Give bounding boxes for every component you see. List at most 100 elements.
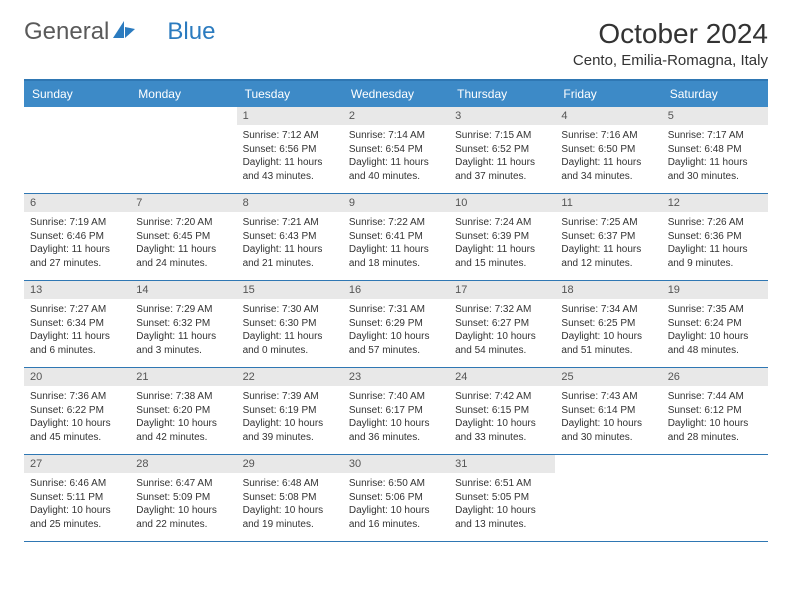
daylight-line: Daylight: 11 hours and 21 minutes. [243, 244, 323, 269]
sunrise-line: Sunrise: 7:42 AM [455, 391, 531, 402]
calendar-row: 6Sunrise: 7:19 AMSunset: 6:46 PMDaylight… [24, 194, 768, 281]
daylight-line: Daylight: 11 hours and 30 minutes. [668, 157, 748, 182]
calendar-cell: 7Sunrise: 7:20 AMSunset: 6:45 PMDaylight… [130, 194, 236, 281]
day-number: 7 [130, 194, 236, 212]
day-details: Sunrise: 7:21 AMSunset: 6:43 PMDaylight:… [237, 212, 343, 280]
sunrise-line: Sunrise: 6:47 AM [136, 478, 212, 489]
calendar-cell: 24Sunrise: 7:42 AMSunset: 6:15 PMDayligh… [449, 368, 555, 455]
calendar-cell: 1Sunrise: 7:12 AMSunset: 6:56 PMDaylight… [237, 107, 343, 194]
sunrise-line: Sunrise: 7:35 AM [668, 304, 744, 315]
calendar-cell: 4Sunrise: 7:16 AMSunset: 6:50 PMDaylight… [555, 107, 661, 194]
day-number: 4 [555, 107, 661, 125]
brand-part2: Blue [167, 18, 215, 46]
title-block: October 2024 Cento, Emilia-Romagna, Ital… [573, 18, 768, 69]
weekday-header: Tuesday [237, 81, 343, 107]
calendar-cell: 27Sunrise: 6:46 AMSunset: 5:11 PMDayligh… [24, 455, 130, 542]
day-details: Sunrise: 7:32 AM Sunset: 6:27 PM Daylight:… [449, 299, 555, 367]
sunset-line: Sunset: 6:39 PM [455, 231, 529, 242]
logo-sail-icon [113, 18, 135, 46]
weekday-header: Saturday [662, 81, 768, 107]
sunset-line: Sunset: 6:27 PM [455, 318, 529, 329]
daylight-line: Daylight: 11 hours and 27 minutes. [30, 244, 110, 269]
daylight-line: Daylight: 11 hours and 43 minutes. [243, 157, 323, 182]
calendar-cell: .. [662, 455, 768, 542]
sunset-line: Sunset: 6:24 PM [668, 318, 742, 329]
calendar-cell: 22Sunrise: 7:39 AMSunset: 6:19 PMDayligh… [237, 368, 343, 455]
day-number: 18 [555, 281, 661, 299]
sunset-line: Sunset: 6:14 PM [561, 405, 635, 416]
sunset-line: Sunset: 6:15 PM [455, 405, 529, 416]
day-details: Sunrise: 7:29 AMSunset: 6:32 PMDaylight:… [130, 299, 236, 367]
calendar-cell: 6Sunrise: 7:19 AMSunset: 6:46 PMDaylight… [24, 194, 130, 281]
calendar-cell: 3Sunrise: 7:15 AMSunset: 6:52 PMDaylight… [449, 107, 555, 194]
day-number: 28 [130, 455, 236, 473]
weekday-header: Monday [130, 81, 236, 107]
sunrise-line: Sunrise: 7:25 AM [561, 217, 637, 228]
weekday-header: Friday [555, 81, 661, 107]
daylight-line: Daylight: 10 hours and 30 minutes. [561, 418, 642, 443]
page-header: General Blue October 2024 Cento, Emilia-… [24, 18, 768, 69]
day-number: 19 [662, 281, 768, 299]
day-number: 31 [449, 455, 555, 473]
calendar-cell: 23Sunrise: 7:40 AMSunset: 6:17 PMDayligh… [343, 368, 449, 455]
daylight-line: Daylight: 10 hours and 13 minutes. [455, 505, 536, 530]
calendar-cell: 17Sunrise: 7:32 AMSunset: 6:27 PMDayligh… [449, 281, 555, 368]
calendar-row: ....1Sunrise: 7:12 AMSunset: 6:56 PMDayl… [24, 107, 768, 194]
day-number: 30 [343, 455, 449, 473]
day-details: Sunrise: 7:30 AMSunset: 6:30 PMDaylight:… [237, 299, 343, 367]
sunset-line: Sunset: 6:52 PM [455, 144, 529, 155]
sunset-line: Sunset: 6:19 PM [243, 405, 317, 416]
sunrise-line: Sunrise: 7:39 AM [243, 391, 319, 402]
day-number: 1 [237, 107, 343, 125]
calendar-cell: 19 Sunrise: 7:35 AM Sunset: 6:24 PM Dayligh… [662, 281, 768, 368]
day-number: 15 [237, 281, 343, 299]
daylight-line: Daylight: 11 hours and 9 minutes. [668, 244, 748, 269]
daylight-line: Daylight: 11 hours and 15 minutes. [455, 244, 535, 269]
day-number: 3 [449, 107, 555, 125]
daylight-line: Daylight: 10 hours and 48 minutes. [668, 331, 749, 356]
daylight-line: Daylight: 11 hours and 34 minutes. [561, 157, 641, 182]
calendar-cell: 18Sunrise: 7:34 AMSunset: 6:25 PMDayligh… [555, 281, 661, 368]
daylight-line: Daylight: 11 hours and 12 minutes. [561, 244, 641, 269]
day-details: Sunrise: 6:46 AMSunset: 5:11 PMDaylight:… [24, 473, 130, 541]
sunrise-line: Sunrise: 7:22 AM [349, 217, 425, 228]
daylight-line: Daylight: 10 hours and 42 minutes. [136, 418, 217, 443]
calendar-cell: .. [130, 107, 236, 194]
calendar-cell: 21Sunrise: 7:38 AMSunset: 6:20 PMDayligh… [130, 368, 236, 455]
daylight-line: Daylight: 10 hours and 16 minutes. [349, 505, 430, 530]
sunrise-line: Sunrise: 7:30 AM [243, 304, 319, 315]
sunset-line: Sunset: 6:37 PM [561, 231, 635, 242]
day-number: 26 [662, 368, 768, 386]
day-details: Sunrise: 7:38 AMSunset: 6:20 PMDaylight:… [130, 386, 236, 454]
daylight-line: Daylight: 11 hours and 37 minutes. [455, 157, 535, 182]
sunset-line: Sunset: 6:36 PM [668, 231, 742, 242]
weekday-header: Wednesday [343, 81, 449, 107]
day-details: Sunrise: 7:20 AMSunset: 6:45 PMDaylight:… [130, 212, 236, 280]
calendar-cell: 26 Sunrise: 7:44 AM Sunset: 6:12 PM Dayligh… [662, 368, 768, 455]
sunset-line: Sunset: 6:22 PM [30, 405, 104, 416]
day-details: Sunrise: 7:42 AMSunset: 6:15 PMDaylight:… [449, 386, 555, 454]
daylight-line: Daylight: 10 hours and 54 minutes. [455, 331, 536, 356]
sunrise-line: Sunrise: 7:16 AM [561, 130, 637, 141]
sunrise-line: Sunrise: 7:32 AM [455, 304, 531, 315]
sunset-line: Sunset: 5:06 PM [349, 492, 423, 503]
sunset-line: Sunset: 6:17 PM [349, 405, 423, 416]
day-details: Sunrise: 6:51 AMSunset: 5:05 PMDaylight:… [449, 473, 555, 541]
daylight-line: Daylight: 10 hours and 28 minutes. [668, 418, 749, 443]
calendar-cell: 28Sunrise: 6:47 AMSunset: 5:09 PMDayligh… [130, 455, 236, 542]
sunrise-line: Sunrise: 6:50 AM [349, 478, 425, 489]
sunrise-line: Sunrise: 7:44 AM [668, 391, 744, 402]
day-number: 24 [449, 368, 555, 386]
sunset-line: Sunset: 6:34 PM [30, 318, 104, 329]
sunrise-line: Sunrise: 7:29 AM [136, 304, 212, 315]
day-number: 16 [343, 281, 449, 299]
sunrise-line: Sunrise: 7:36 AM [30, 391, 106, 402]
sunset-line: Sunset: 6:32 PM [136, 318, 210, 329]
calendar-cell: 25Sunrise: 7:43 AMSunset: 6:14 PMDayligh… [555, 368, 661, 455]
day-number: 8 [237, 194, 343, 212]
daylight-line: Daylight: 11 hours and 18 minutes. [349, 244, 429, 269]
sunset-line: Sunset: 6:30 PM [243, 318, 317, 329]
daylight-line: Daylight: 10 hours and 25 minutes. [30, 505, 111, 530]
day-details: Sunrise: 6:48 AMSunset: 5:08 PMDaylight:… [237, 473, 343, 541]
sunset-line: Sunset: 6:12 PM [668, 405, 742, 416]
